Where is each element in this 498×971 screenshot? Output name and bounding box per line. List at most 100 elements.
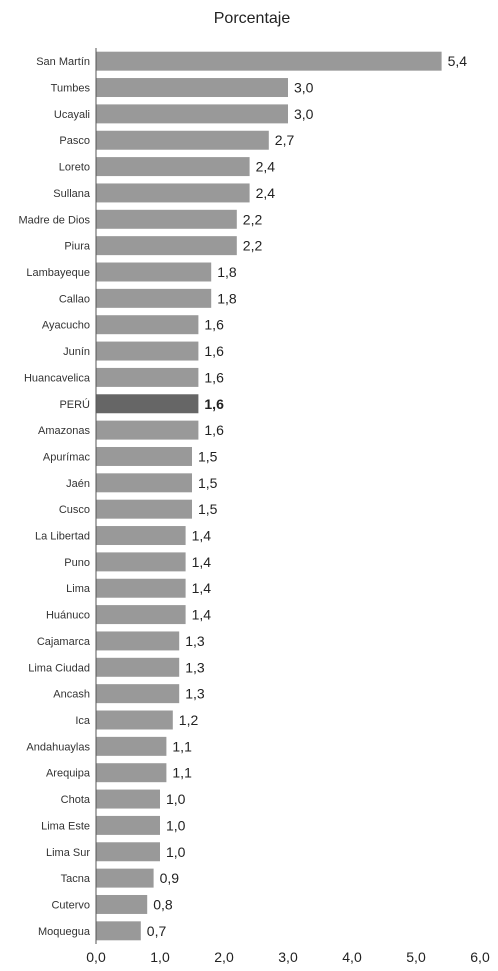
value-labels: 5,4 3,0 3,0 2,7 2,4 2,4 2,2 2,2 1,8 1,8 1,6 1,6 1,6 1… [147, 53, 467, 939]
bar-30 [96, 842, 160, 862]
value-label: 1,6 [204, 396, 224, 412]
value-label: 1,6 [204, 343, 224, 359]
bar-29 [96, 815, 160, 835]
category-label: Piura [64, 241, 91, 253]
bar-27 [96, 763, 167, 783]
value-label: 2,2 [243, 211, 263, 227]
value-label: 1,6 [204, 317, 224, 333]
bar-9 [96, 288, 212, 308]
bar-28 [96, 789, 160, 809]
value-label: 0,9 [160, 870, 180, 886]
bar-8 [96, 262, 212, 282]
category-label: Huancavelica [24, 372, 91, 384]
bar-18 [96, 526, 186, 546]
value-label: 1,1 [172, 765, 192, 781]
category-label: Apurímac [43, 451, 91, 463]
category-labels: San Martín Tumbes Ucayali Pasco Loreto Sullan… [18, 56, 90, 938]
category-label: Ica [75, 715, 91, 727]
value-label: 3,0 [294, 106, 314, 122]
x-axis-ticks: 0,0 1,0 2,0 3,0 4,0 5,0 6,0 [86, 949, 490, 965]
category-label: Arequipa [46, 768, 91, 780]
bar-33 [96, 921, 141, 941]
bar-11 [96, 341, 199, 361]
bar-14 [96, 420, 199, 440]
x-tick-label: 3,0 [278, 949, 298, 965]
category-label: Tacna [61, 873, 91, 885]
value-label: 1,4 [192, 607, 212, 623]
value-label: 0,7 [147, 923, 167, 939]
bar-17 [96, 499, 192, 519]
category-label: Ancash [53, 689, 90, 701]
bar-19 [96, 552, 186, 572]
bar-0 [96, 51, 442, 71]
value-label: 1,0 [166, 817, 186, 833]
category-label: Cajamarca [37, 636, 91, 648]
category-label: La Libertad [35, 531, 90, 543]
bar-10 [96, 315, 199, 335]
category-label: PERÚ [59, 398, 90, 411]
x-tick-label: 4,0 [342, 949, 362, 965]
value-label: 1,6 [204, 369, 224, 385]
x-tick-label: 5,0 [406, 949, 426, 965]
value-label: 1,5 [198, 475, 218, 491]
bar-31 [96, 868, 154, 888]
category-label: Lima Ciudad [28, 662, 90, 674]
value-label: 0,8 [153, 896, 173, 912]
value-label: 1,8 [217, 264, 237, 280]
category-label: Amazonas [38, 425, 90, 437]
bar-4 [96, 157, 250, 177]
category-label: Callao [59, 293, 90, 305]
chart-title: Porcentaje [214, 10, 291, 27]
bar-12 [96, 367, 199, 387]
category-label: Junín [63, 346, 90, 358]
category-label: Huánuco [46, 610, 90, 622]
x-tick-label: 6,0 [470, 949, 490, 965]
bar-3 [96, 130, 269, 150]
bar-22 [96, 631, 180, 651]
value-label: 1,3 [185, 633, 205, 649]
value-label: 2,7 [275, 132, 295, 148]
value-label: 5,4 [448, 53, 468, 69]
bar-2 [96, 104, 288, 124]
x-tick-label: 0,0 [86, 949, 106, 965]
bar-16 [96, 473, 192, 493]
value-label: 3,0 [294, 80, 314, 96]
bar-7 [96, 236, 237, 256]
category-label: Ayacucho [42, 320, 90, 332]
x-tick-label: 1,0 [150, 949, 170, 965]
category-label: Lambayeque [26, 267, 90, 279]
category-label: San Martín [36, 56, 90, 68]
bar-15 [96, 446, 192, 466]
bar-5 [96, 183, 250, 203]
bar-1 [96, 78, 288, 98]
category-label: Pasco [59, 135, 90, 147]
bar-20 [96, 578, 186, 598]
category-label: Ucayali [54, 109, 90, 121]
category-label: Loreto [59, 162, 90, 174]
category-label: Madre de Dios [18, 214, 90, 226]
value-label: 1,0 [166, 791, 186, 807]
category-label: Sullana [53, 188, 91, 200]
value-label: 1,4 [192, 528, 212, 544]
bar-25 [96, 710, 173, 730]
value-label: 2,4 [256, 185, 276, 201]
value-label: 1,5 [198, 501, 218, 517]
category-label: Chota [61, 794, 91, 806]
category-label: Lima [66, 583, 91, 595]
category-label: Cutervo [51, 899, 90, 911]
bar-24 [96, 684, 180, 704]
value-label: 2,4 [256, 159, 276, 175]
category-label: Jaén [66, 478, 90, 490]
bar-23 [96, 657, 180, 677]
category-label: Lima Este [41, 820, 90, 832]
value-label: 1,1 [172, 738, 192, 754]
bars-group [96, 51, 442, 941]
bar-6 [96, 209, 237, 229]
category-label: Tumbes [51, 83, 91, 95]
value-label: 1,2 [179, 712, 199, 728]
value-label: 1,4 [192, 554, 212, 570]
value-label: 1,3 [185, 659, 205, 675]
category-label: Cusco [59, 504, 90, 516]
x-tick-label: 2,0 [214, 949, 234, 965]
